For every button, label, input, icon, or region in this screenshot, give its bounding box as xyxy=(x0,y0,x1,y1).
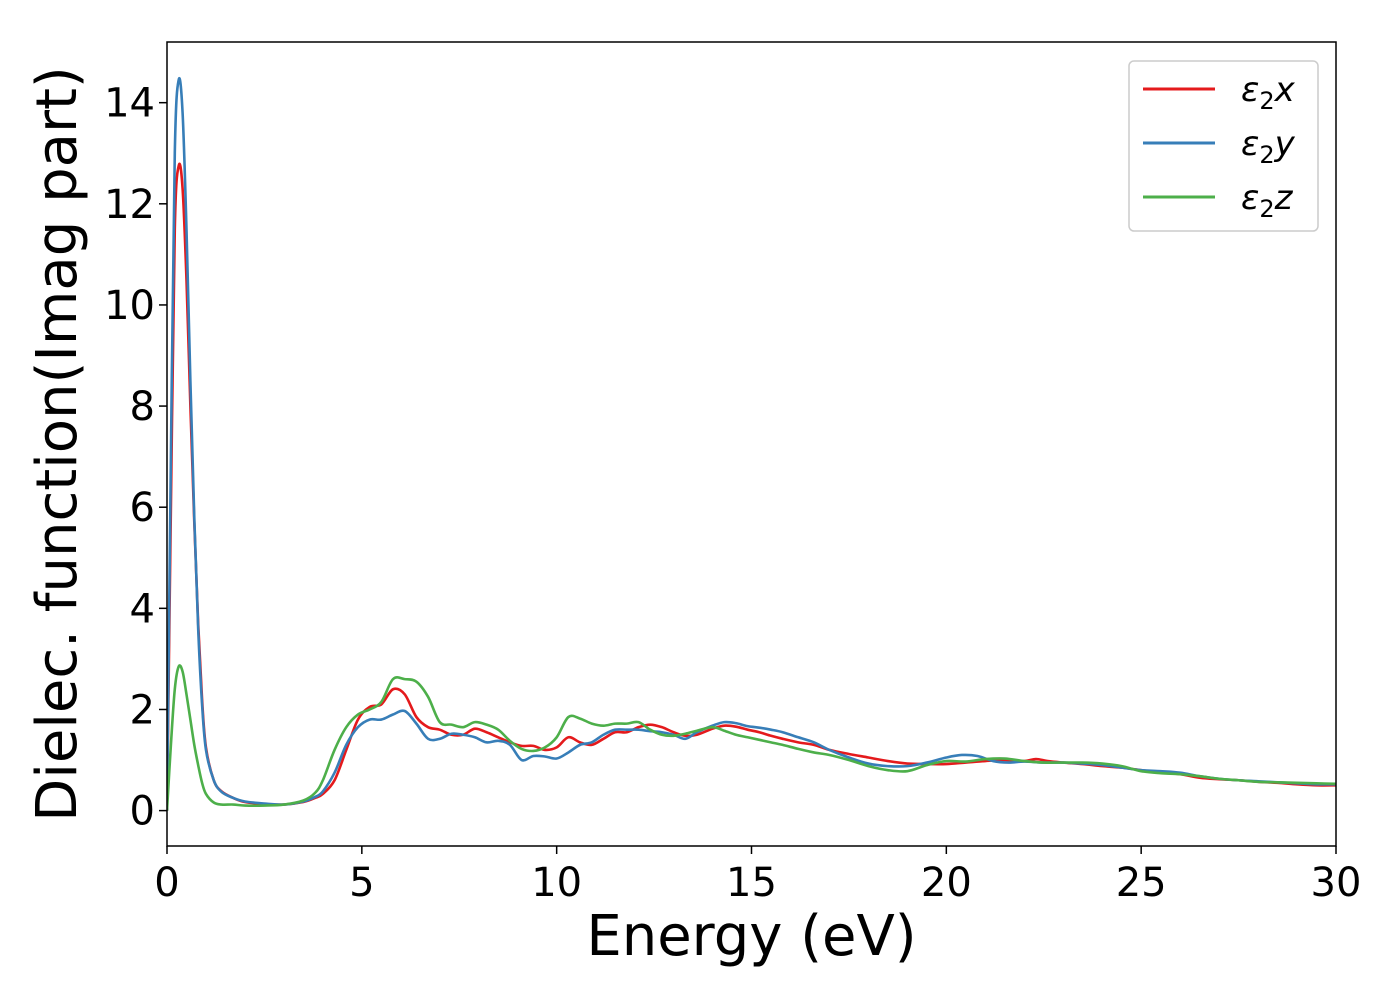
y-axis: 0 2 4 6 8 10 12 14 xyxy=(104,81,167,835)
y-tick-label: 2 xyxy=(130,687,155,733)
y-tick-label: 14 xyxy=(104,81,155,127)
x-tick-label: 25 xyxy=(1116,860,1167,906)
y-tick-label: 12 xyxy=(104,182,155,228)
series-layer xyxy=(167,77,1336,811)
x-axis: 0 5 10 15 20 25 30 xyxy=(154,846,1361,906)
series-line-z xyxy=(167,664,1336,811)
legend-label-y: ε2y xyxy=(1241,124,1296,169)
legend-label-x: ε2x xyxy=(1241,70,1296,115)
x-tick-label: 0 xyxy=(154,860,179,906)
series-line-x xyxy=(167,162,1336,811)
x-tick-label: 10 xyxy=(531,860,582,906)
x-tick-label: 5 xyxy=(349,860,374,906)
y-tick-label: 10 xyxy=(104,283,155,329)
x-tick-label: 15 xyxy=(726,860,777,906)
legend-label-z: ε2z xyxy=(1241,178,1294,223)
y-axis-title: Dielec. function(Imag part) xyxy=(25,66,90,822)
y-tick-label: 4 xyxy=(130,586,155,632)
y-tick-label: 6 xyxy=(130,485,155,531)
x-tick-label: 20 xyxy=(921,860,972,906)
legend: ε2x ε2y ε2z xyxy=(1128,60,1319,232)
legend-box xyxy=(1128,60,1319,232)
y-tick-label: 0 xyxy=(130,789,155,835)
y-tick-label: 8 xyxy=(130,384,155,430)
x-tick-label: 30 xyxy=(1311,860,1362,906)
x-axis-title: Energy (eV) xyxy=(586,904,916,969)
